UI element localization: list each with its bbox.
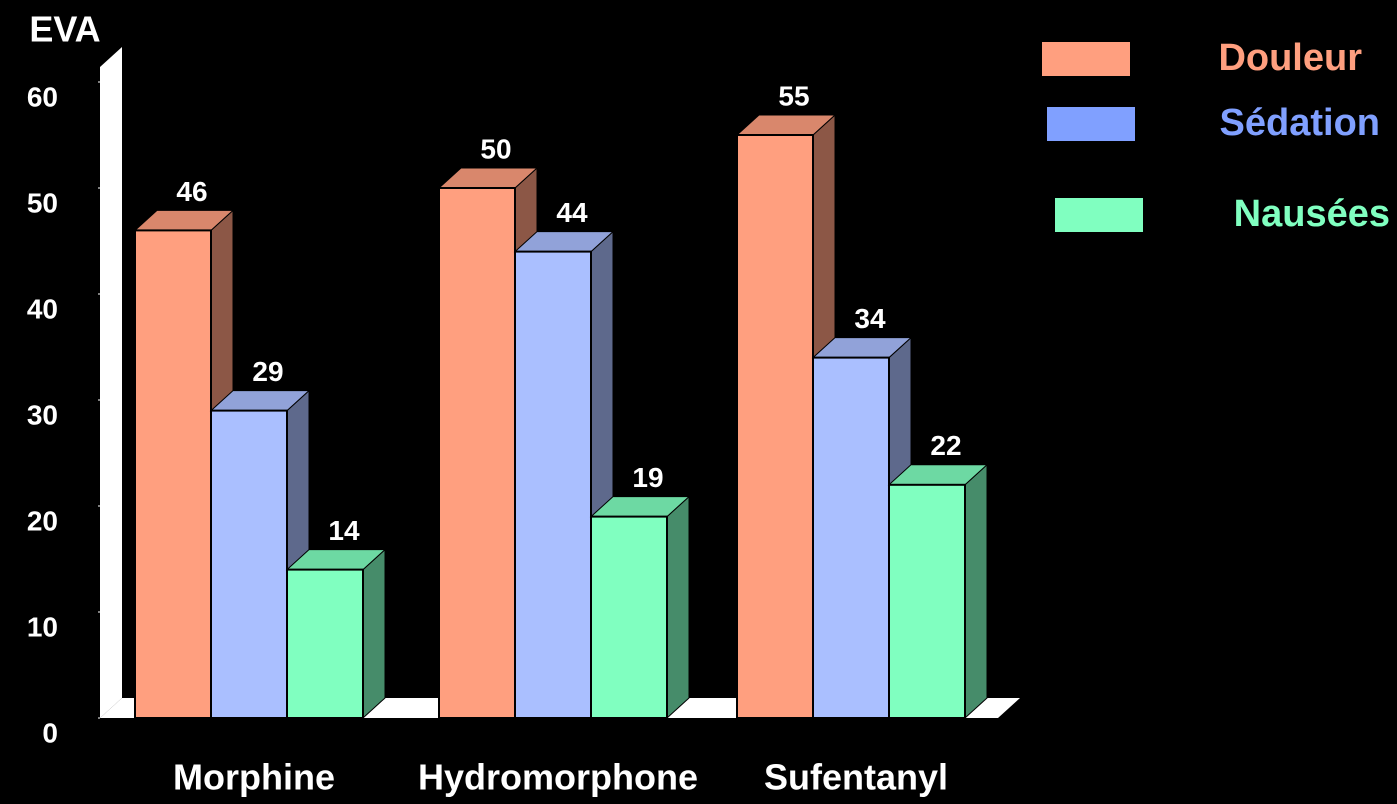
data-label: 29 xyxy=(252,356,283,387)
data-label: 19 xyxy=(632,462,663,493)
bar-side xyxy=(964,463,988,720)
x-tick-label: Morphine xyxy=(173,757,335,798)
legend-label: Douleur xyxy=(1218,37,1362,79)
y-tick-label: 0 xyxy=(42,717,58,748)
bar xyxy=(286,568,364,719)
bar xyxy=(210,409,288,719)
bar xyxy=(736,134,814,719)
y-tick-label: 20 xyxy=(27,505,58,536)
y-axis-label: EVA xyxy=(29,9,100,50)
data-label: 55 xyxy=(778,80,809,111)
y-tick-label: 50 xyxy=(27,187,58,218)
x-tick-label: Hydromorphone xyxy=(418,757,698,798)
legend-swatch xyxy=(1047,107,1135,141)
data-label: 34 xyxy=(854,303,886,334)
bar xyxy=(514,250,592,719)
legend-swatch xyxy=(1042,42,1130,76)
legend-label: Sédation xyxy=(1220,102,1380,144)
data-label: 44 xyxy=(556,197,588,228)
bar xyxy=(812,356,890,719)
bar xyxy=(590,515,668,719)
axis-wall xyxy=(100,47,122,718)
data-label: 46 xyxy=(176,176,207,207)
bar-side xyxy=(362,548,386,720)
bar xyxy=(134,229,212,719)
data-label: 14 xyxy=(328,515,360,546)
y-tick-label: 30 xyxy=(27,399,58,430)
bar xyxy=(438,187,516,719)
y-tick-label: 10 xyxy=(27,611,58,642)
data-label: 22 xyxy=(930,430,961,461)
bar xyxy=(888,483,966,719)
legend-label: Nausées xyxy=(1234,193,1390,235)
legend-swatch xyxy=(1055,198,1143,232)
y-tick-label: 60 xyxy=(27,81,58,112)
y-tick-label: 40 xyxy=(27,293,58,324)
x-tick-label: Sufentanyl xyxy=(764,757,948,798)
bar-side xyxy=(666,495,690,720)
data-label: 50 xyxy=(480,133,511,164)
